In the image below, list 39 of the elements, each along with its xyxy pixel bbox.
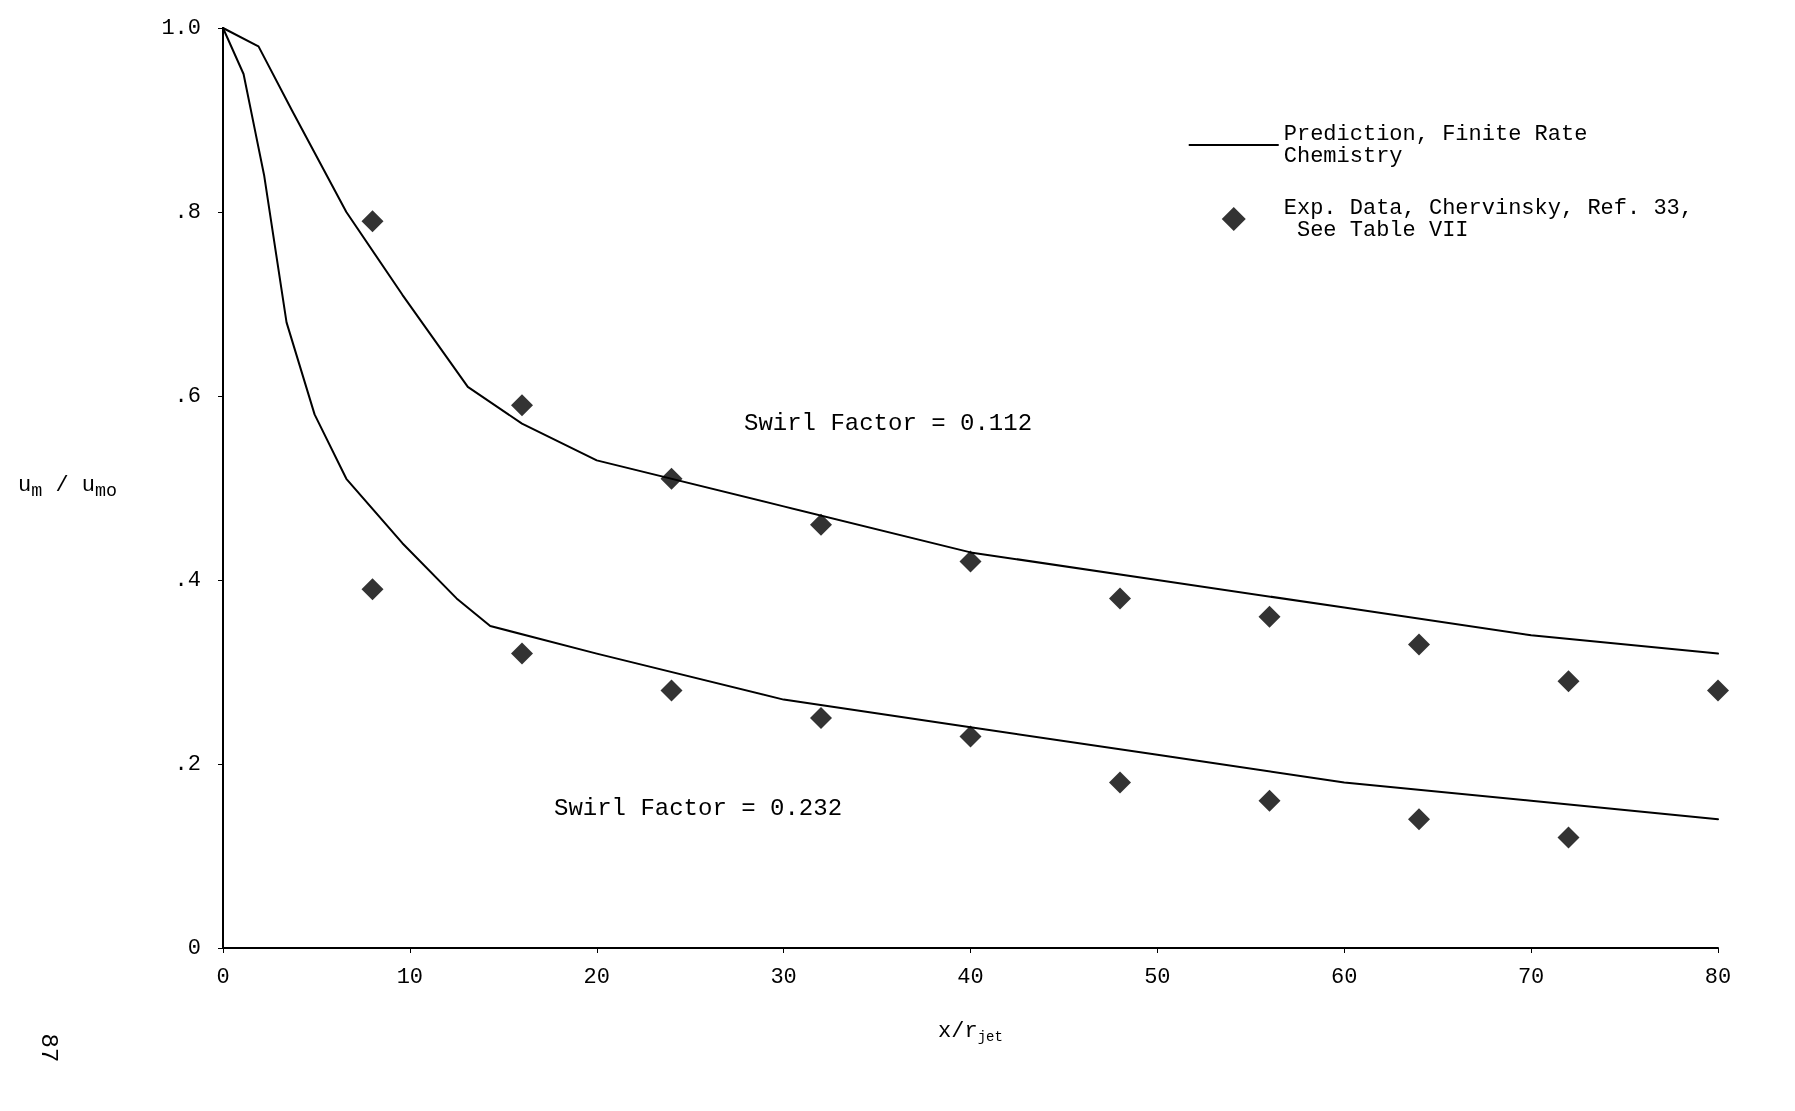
point [511, 642, 533, 665]
x-tick-label: 10 [396, 964, 424, 990]
x-tick-label: 20 [583, 964, 610, 990]
x-tick-label: 30 [770, 964, 797, 990]
legend-label: Exp. Data, Chervinsky, Ref. 33, See Table VII [1283, 195, 1694, 243]
point [660, 679, 683, 702]
point [361, 578, 384, 601]
y-axis-title: u$_{m}$ / u$_{mo}$ [18, 473, 118, 503]
y-tick-label: .4 [174, 567, 201, 593]
point [1258, 605, 1281, 628]
point [1557, 670, 1580, 693]
legend-label: Prediction, Finite Rate Chemistry [1283, 121, 1601, 169]
point [511, 394, 533, 417]
point [1557, 826, 1580, 849]
text: 87 [34, 1033, 62, 1063]
annotation: Swirl Factor = 0.112 [743, 409, 1033, 437]
y-tick-label: 1.0 [161, 15, 201, 41]
x-tick-label: 50 [1144, 964, 1171, 990]
point [1258, 789, 1281, 812]
y-tick-label: .2 [174, 751, 201, 777]
point [810, 513, 832, 536]
point [1408, 633, 1430, 656]
y-tick-label: .8 [174, 199, 201, 225]
y-tick-label: .6 [174, 383, 201, 409]
point [1707, 679, 1729, 702]
y-tick-label: 0 [187, 935, 201, 961]
point [1408, 808, 1430, 831]
x-tick-label: 60 [1331, 964, 1358, 990]
point [1109, 587, 1131, 610]
point [1109, 771, 1131, 794]
x-tick-label: 80 [1704, 964, 1732, 990]
x-tick-label: 0 [216, 964, 230, 990]
point [810, 707, 832, 729]
x-tick-label: 40 [957, 964, 984, 990]
x-tick-label: 70 [1517, 964, 1545, 990]
point [959, 550, 982, 573]
point [361, 210, 384, 233]
annotation: Swirl Factor = 0.232 [553, 794, 843, 822]
point [959, 725, 982, 748]
